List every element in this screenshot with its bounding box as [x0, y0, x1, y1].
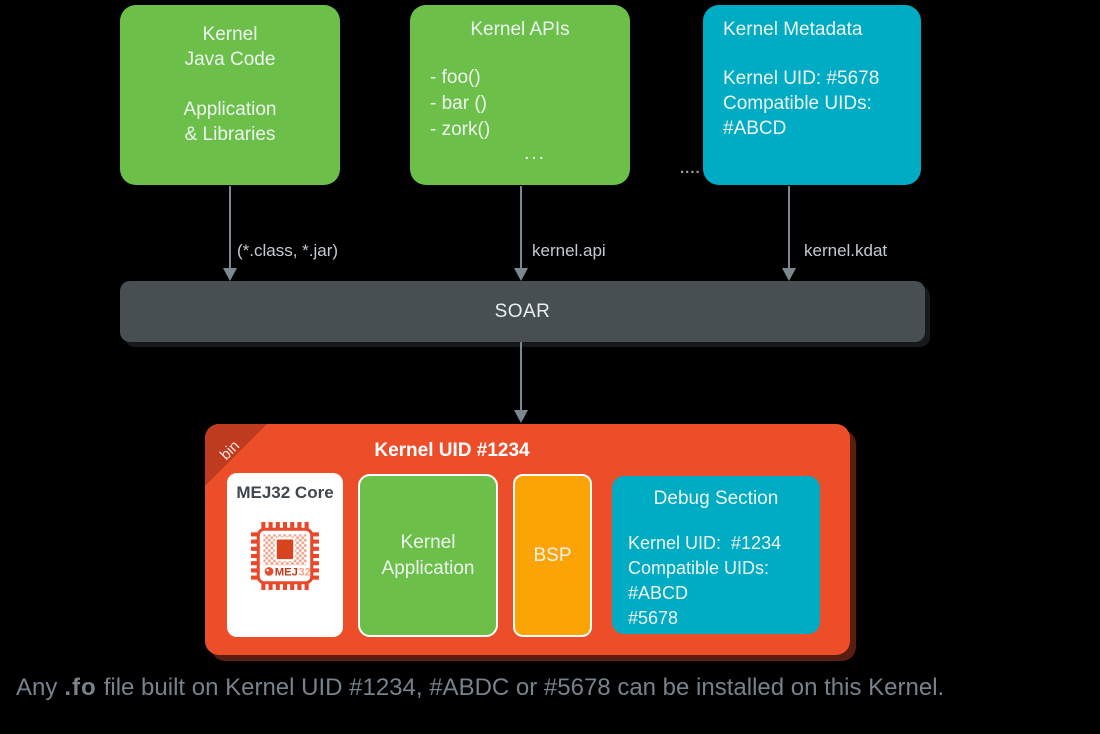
soar-bar: SOAR	[120, 281, 925, 342]
chip-label-32: 32	[298, 567, 311, 579]
arrow-label-kernel-api: kernel.api	[532, 241, 606, 260]
kernel-apis-box: Kernel APIs - foo() - bar () - zork() ..…	[410, 5, 630, 185]
kernel-java-code-text: Kernel Java Code Application & Libraries	[183, 24, 277, 145]
caption-keyword: .fo	[64, 674, 97, 701]
arrow-head-classes	[223, 268, 237, 281]
arrow-line-soar-output	[520, 342, 522, 411]
more-boxes-ellipsis: ....	[680, 160, 701, 177]
kernel-metadata-title: Kernel Metadata	[723, 19, 863, 40]
kernel-apis-title: Kernel APIs	[470, 19, 570, 40]
kernel-apis-ellipsis: ...	[524, 143, 546, 164]
debug-section-lines: Kernel UID: #1234 Compatible UIDs: #ABCD…	[628, 533, 782, 628]
arrow-line-kernel-api	[520, 186, 522, 269]
kernel-uid-title: Kernel UID #1234	[374, 440, 530, 461]
arrow-label-kernel-kdat: kernel.kdat	[804, 241, 888, 260]
kernel-metadata-lines: Kernel UID: #5678 Compatible UIDs: #ABCD	[723, 68, 880, 139]
kernel-apis-list: - foo() - bar () - zork()	[430, 67, 491, 140]
mej32-core-title: MEJ32 Core	[236, 483, 334, 502]
mej32-core-box: MEJ32 Core M	[227, 473, 343, 637]
caption-prefix: Any	[16, 674, 58, 701]
arrow-head-kernel-api	[514, 268, 528, 281]
kernel-metadata-box: Kernel Metadata Kernel UID: #5678 Compat…	[703, 5, 921, 185]
kernel-java-code-box: Kernel Java Code Application & Libraries	[120, 5, 340, 185]
kernel-bin-box: bin Kernel UID #1234 MEJ32 Core	[205, 424, 850, 655]
kernel-application-box: Kernel Application	[358, 474, 498, 637]
soar-label: SOAR	[494, 300, 551, 322]
debug-section-title: Debug Section	[653, 488, 779, 509]
caption-text: Any .fo file built on Kernel UID #1234, #A…	[16, 674, 944, 702]
arrow-head-kernel-kdat	[782, 268, 796, 281]
arrow-head-soar-output	[514, 410, 528, 423]
arrow-label-classes: (*.class, *.jar)	[237, 241, 339, 260]
arrow-line-classes	[229, 186, 231, 269]
bsp-box: BSP	[513, 474, 592, 637]
caption-suffix: file built on Kernel UID #1234, #ABDC or…	[103, 674, 945, 701]
arrow-line-kernel-kdat	[788, 186, 790, 269]
mej32-mascot-icon	[264, 567, 274, 576]
debug-section-box: Debug Section Kernel UID: #1234 Compatib…	[612, 476, 820, 634]
chip-label-mej: MEJ	[275, 567, 298, 579]
mej32-chip-icon: MEJ 32	[251, 522, 319, 590]
